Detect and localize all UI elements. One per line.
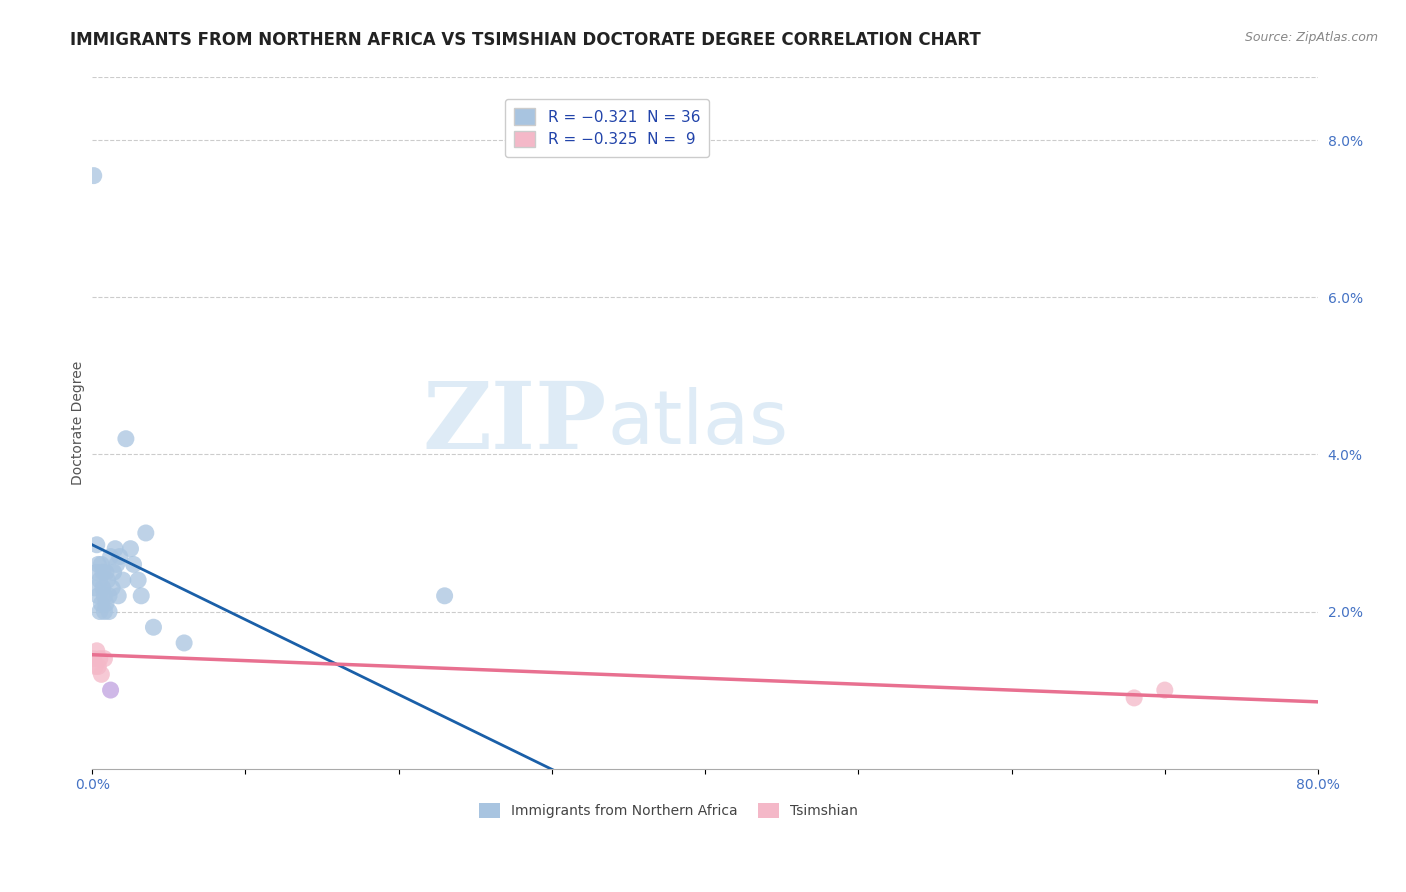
Point [86,644,108,658]
Point [91,581,114,595]
Point [86,566,108,580]
Point [105,558,128,572]
Point [83,169,105,183]
Point [89,573,111,587]
Text: IMMIGRANTS FROM NORTHERN AFRICA VS TSIMSHIAN DOCTORATE DEGREE CORRELATION CHART: IMMIGRANTS FROM NORTHERN AFRICA VS TSIMS… [70,31,981,49]
Point [111,573,134,587]
Point [90,597,112,611]
Point [93,605,115,619]
Point [104,541,127,556]
Point [98,605,121,619]
Point [107,589,129,603]
Point [108,549,131,564]
Point [89,605,111,619]
Point [94,566,117,580]
Point [90,558,112,572]
Point [433,589,456,603]
Point [129,589,152,603]
Point [84,659,107,673]
Point [90,667,112,681]
Point [89,651,111,665]
Point [142,620,165,634]
Legend: Immigrants from Northern Africa, Tsimshian: Immigrants from Northern Africa, Tsimshi… [474,797,863,824]
Point [173,636,195,650]
Point [87,589,110,603]
Y-axis label: Doctorate Degree: Doctorate Degree [72,361,86,485]
Point [98,589,121,603]
Point [101,581,124,595]
Point [103,566,125,580]
Point [100,683,122,698]
Point [115,432,138,446]
Point [127,573,149,587]
Point [100,549,122,564]
Point [94,597,117,611]
Point [87,659,110,673]
Point [1123,690,1146,705]
Point [93,651,115,665]
Point [135,526,157,541]
Text: ZIP: ZIP [423,378,607,468]
Point [84,581,107,595]
Point [86,538,108,552]
Point [122,558,145,572]
Text: Source: ZipAtlas.com: Source: ZipAtlas.com [1244,31,1378,45]
Point [83,651,105,665]
Point [96,573,118,587]
Point [87,558,110,572]
Point [1153,683,1175,698]
Point [93,589,115,603]
Text: atlas: atlas [607,386,787,459]
Point [91,566,114,580]
Point [120,541,142,556]
